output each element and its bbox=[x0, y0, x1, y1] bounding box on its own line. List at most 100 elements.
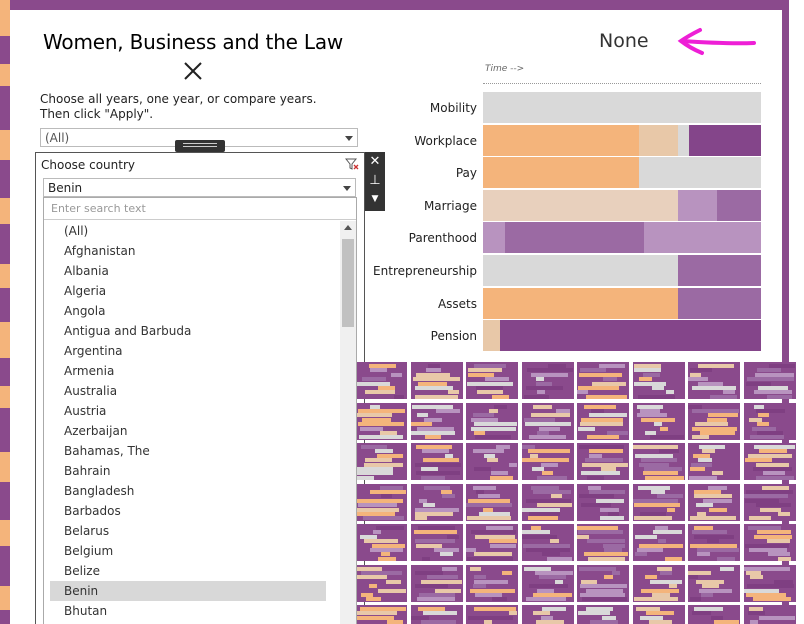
country-mini-chart[interactable] bbox=[466, 564, 518, 602]
country-mini-chart[interactable] bbox=[466, 605, 518, 624]
country-option[interactable]: Antigua and Barbuda bbox=[64, 324, 192, 338]
country-mini-chart[interactable] bbox=[521, 362, 574, 399]
close-icon[interactable]: ✕ bbox=[369, 154, 381, 169]
country-mini-chart[interactable] bbox=[577, 605, 629, 624]
country-mini-chart[interactable] bbox=[577, 564, 629, 602]
category-bar[interactable] bbox=[483, 157, 761, 189]
category-bar[interactable] bbox=[483, 320, 761, 352]
country-option[interactable]: Afghanistan bbox=[64, 244, 136, 258]
country-mini-chart[interactable] bbox=[466, 524, 518, 561]
country-mini-chart[interactable] bbox=[355, 605, 407, 624]
country-mini-chart[interactable] bbox=[355, 402, 407, 440]
country-option[interactable]: Bahrain bbox=[64, 464, 111, 478]
country-mini-chart[interactable] bbox=[466, 443, 518, 480]
country-mini-chart[interactable] bbox=[521, 564, 574, 602]
country-mini-chart[interactable] bbox=[577, 443, 629, 480]
country-mini-chart[interactable] bbox=[743, 524, 796, 561]
country-search-input[interactable] bbox=[44, 198, 356, 220]
bar-segment[interactable] bbox=[483, 255, 678, 286]
category-bar[interactable] bbox=[483, 222, 761, 254]
country-mini-chart[interactable] bbox=[466, 362, 518, 399]
country-mini-chart[interactable] bbox=[410, 443, 463, 480]
bar-segment[interactable] bbox=[483, 189, 678, 221]
country-mini-chart[interactable] bbox=[355, 362, 407, 399]
bar-segment[interactable] bbox=[716, 189, 761, 221]
country-mini-chart[interactable] bbox=[688, 402, 740, 440]
bar-segment[interactable] bbox=[677, 287, 761, 319]
clear-filter-icon[interactable] bbox=[345, 158, 359, 170]
drag-handle[interactable] bbox=[175, 140, 225, 152]
country-mini-chart[interactable] bbox=[688, 605, 740, 624]
country-option[interactable]: Bahamas, The bbox=[64, 444, 150, 458]
country-option[interactable]: Algeria bbox=[64, 284, 107, 298]
bar-segment[interactable] bbox=[638, 124, 678, 156]
country-mini-chart[interactable] bbox=[410, 402, 463, 440]
bar-segment[interactable] bbox=[677, 124, 689, 156]
country-mini-chart[interactable] bbox=[577, 362, 629, 399]
category-bar[interactable] bbox=[483, 124, 761, 156]
country-mini-chart[interactable] bbox=[688, 362, 740, 399]
close-icon[interactable] bbox=[181, 59, 205, 83]
country-filter-select[interactable]: Benin bbox=[43, 178, 356, 197]
country-option[interactable]: Belarus bbox=[64, 524, 110, 538]
country-mini-chart[interactable] bbox=[355, 524, 407, 561]
category-bar[interactable] bbox=[483, 287, 761, 319]
country-mini-chart[interactable] bbox=[632, 362, 685, 399]
country-mini-chart[interactable] bbox=[632, 483, 685, 521]
country-option[interactable]: Barbados bbox=[64, 504, 121, 518]
country-mini-chart[interactable] bbox=[743, 362, 796, 399]
bar-segment[interactable] bbox=[677, 189, 717, 221]
bar-segment[interactable] bbox=[483, 287, 678, 319]
country-mini-chart[interactable] bbox=[743, 402, 796, 440]
country-option[interactable]: Australia bbox=[64, 384, 118, 398]
country-mini-chart[interactable] bbox=[521, 483, 574, 521]
bar-segment[interactable] bbox=[505, 222, 645, 254]
country-option[interactable]: Benin bbox=[50, 581, 326, 601]
country-mini-chart[interactable] bbox=[410, 564, 463, 602]
country-mini-chart[interactable] bbox=[410, 524, 463, 561]
country-mini-chart[interactable] bbox=[466, 402, 518, 440]
country-mini-chart[interactable] bbox=[355, 483, 407, 521]
country-option[interactable]: Belize bbox=[64, 564, 100, 578]
bar-segment[interactable] bbox=[483, 320, 500, 352]
country-mini-chart[interactable] bbox=[632, 605, 685, 624]
country-mini-chart[interactable] bbox=[688, 443, 740, 480]
country-mini-chart[interactable] bbox=[577, 483, 629, 521]
country-mini-chart[interactable] bbox=[466, 483, 518, 521]
country-mini-chart[interactable] bbox=[632, 564, 685, 602]
country-mini-chart[interactable] bbox=[355, 443, 407, 480]
scroll-up-icon[interactable] bbox=[344, 225, 352, 230]
dropdown-scrollbar[interactable] bbox=[340, 221, 356, 624]
country-mini-chart[interactable] bbox=[410, 483, 463, 521]
country-mini-chart[interactable] bbox=[688, 524, 740, 561]
country-option[interactable]: Austria bbox=[64, 404, 107, 418]
country-option[interactable]: Bhutan bbox=[64, 604, 108, 618]
bar-segment[interactable] bbox=[638, 157, 761, 189]
country-mini-chart[interactable] bbox=[688, 483, 740, 521]
country-mini-chart[interactable] bbox=[521, 605, 574, 624]
bar-segment[interactable] bbox=[483, 157, 639, 189]
country-mini-chart[interactable] bbox=[521, 443, 574, 480]
country-option[interactable]: Azerbaijan bbox=[64, 424, 128, 438]
country-mini-chart[interactable] bbox=[410, 362, 463, 399]
country-option[interactable]: Argentina bbox=[64, 344, 123, 358]
country-option[interactable]: Belgium bbox=[64, 544, 114, 558]
bar-segment[interactable] bbox=[499, 320, 761, 352]
country-mini-chart[interactable] bbox=[743, 564, 796, 602]
country-option[interactable]: Bangladesh bbox=[64, 484, 135, 498]
country-option[interactable]: Angola bbox=[64, 304, 106, 318]
country-mini-chart[interactable] bbox=[743, 443, 796, 480]
country-mini-chart[interactable] bbox=[743, 605, 796, 624]
bar-segment[interactable] bbox=[688, 124, 761, 156]
bar-segment[interactable] bbox=[483, 222, 506, 254]
country-option[interactable]: Armenia bbox=[64, 364, 115, 378]
scroll-thumb[interactable] bbox=[342, 239, 354, 327]
country-mini-chart[interactable] bbox=[521, 402, 574, 440]
category-bar[interactable] bbox=[483, 92, 761, 123]
country-option[interactable]: Albania bbox=[64, 264, 109, 278]
country-option[interactable]: (All) bbox=[64, 224, 89, 238]
bar-segment[interactable] bbox=[483, 92, 761, 123]
category-bar[interactable] bbox=[483, 189, 761, 221]
country-mini-chart[interactable] bbox=[632, 443, 685, 480]
country-mini-chart[interactable] bbox=[688, 564, 740, 602]
